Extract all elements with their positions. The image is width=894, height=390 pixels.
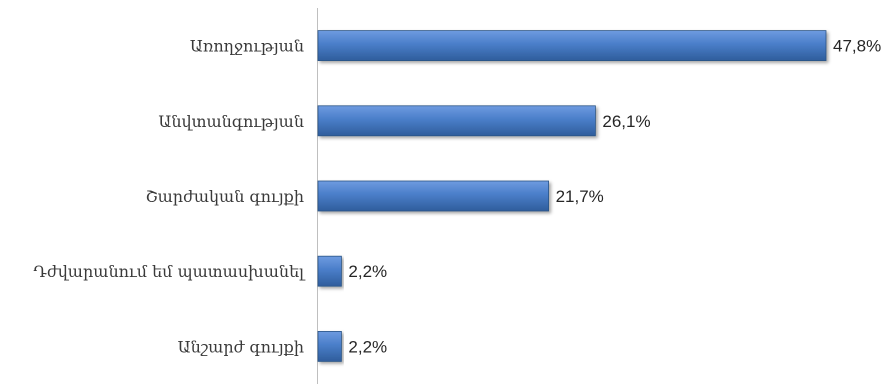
- value-label-4: 2,2%: [348, 262, 387, 281]
- category-label-3: Շարժական գույքի: [146, 187, 304, 206]
- bar-2: [317, 105, 596, 137]
- bar-1: [317, 30, 827, 62]
- value-label-1: 47,8%: [833, 37, 881, 56]
- value-label-5: 2,2%: [348, 337, 387, 356]
- category-label-4: Դժվարանում եմ պատասխանել: [33, 262, 306, 281]
- bar-5: [317, 330, 342, 362]
- bar-4: [317, 255, 342, 287]
- value-label-3: 21,7%: [556, 187, 604, 206]
- category-label-1: Առողջության: [190, 37, 304, 56]
- category-label-2: Անվտանգության: [158, 112, 304, 131]
- category-label-5: Անշարժ գույքի: [178, 337, 304, 356]
- value-label-2: 26,1%: [602, 112, 650, 131]
- bar-3: [317, 180, 550, 212]
